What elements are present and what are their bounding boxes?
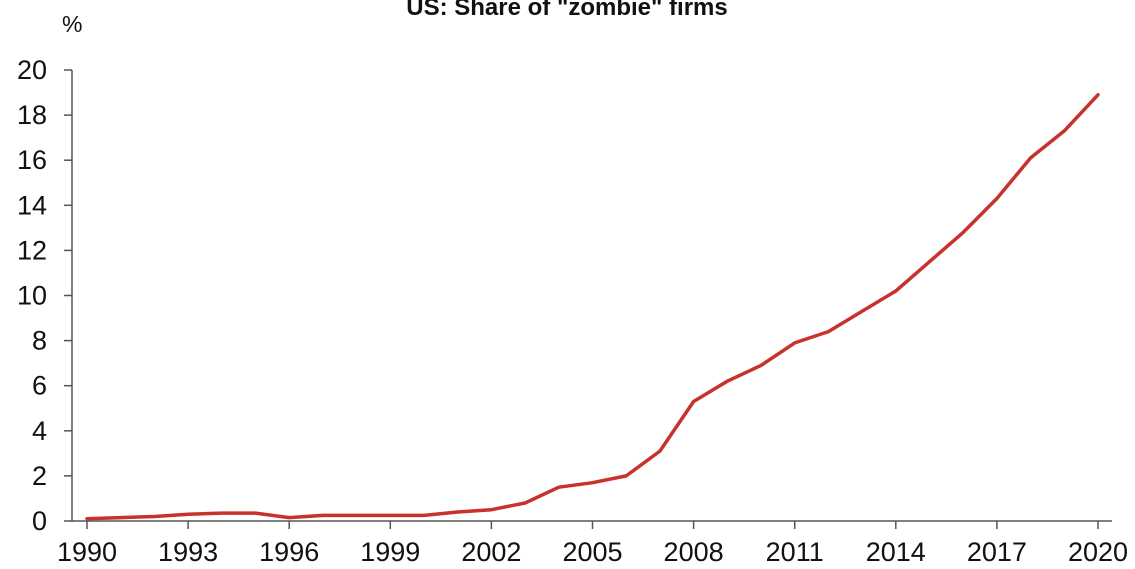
x-tick-label: 1999 bbox=[360, 537, 420, 567]
zombie-share-line bbox=[85, 93, 1100, 521]
y-tick-label: 12 bbox=[17, 235, 47, 265]
x-tick-label: 2005 bbox=[562, 537, 622, 567]
y-axis-unit-label: % bbox=[62, 11, 82, 37]
series-layer bbox=[85, 93, 1100, 521]
y-tick-label: 0 bbox=[32, 506, 47, 536]
x-tick-label: 1990 bbox=[57, 537, 117, 567]
y-tick-label: 8 bbox=[32, 326, 47, 356]
x-tick-label: 2014 bbox=[866, 537, 926, 567]
y-tick-label: 20 bbox=[17, 55, 47, 85]
x-tick-label: 2011 bbox=[766, 537, 824, 567]
x-tick-label: 1993 bbox=[158, 537, 218, 567]
y-axis-ticks: 0 2 4 6 8 10 12 14 16 18 20 bbox=[17, 55, 72, 536]
y-tick-label: 6 bbox=[32, 371, 47, 401]
x-tick-label: 1996 bbox=[259, 537, 319, 567]
x-axis-ticks: 1990 1993 1996 1999 2002 2005 2008 2011 2014 2017… bbox=[57, 521, 1128, 567]
chart-title: US: Share of "zombie" firms bbox=[406, 0, 727, 21]
y-tick-label: 2 bbox=[32, 461, 47, 491]
x-tick-label: 2020 bbox=[1068, 537, 1128, 567]
x-tick-label: 2008 bbox=[664, 537, 724, 567]
y-tick-label: 10 bbox=[17, 281, 47, 311]
y-tick-label: 16 bbox=[17, 145, 47, 175]
y-tick-label: 4 bbox=[32, 416, 47, 446]
y-tick-label: 14 bbox=[17, 190, 47, 220]
y-tick-label: 18 bbox=[17, 100, 47, 130]
x-tick-label: 2002 bbox=[461, 537, 521, 567]
x-tick-label: 2017 bbox=[967, 537, 1027, 567]
